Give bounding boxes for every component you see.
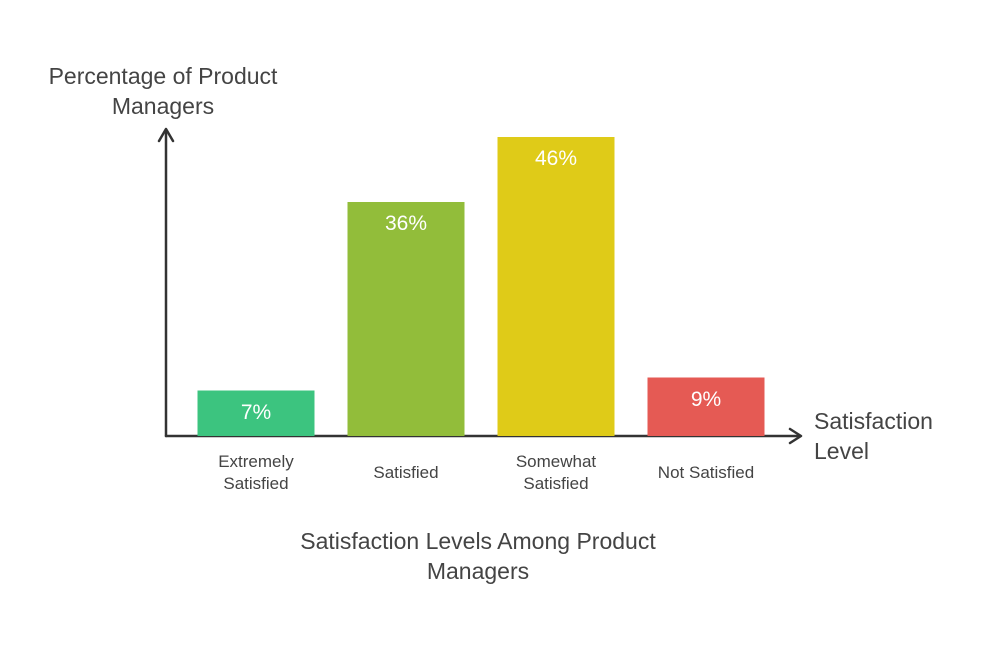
value-label: 46% <box>534 147 578 170</box>
x-axis-arrow <box>788 427 803 445</box>
y-axis-label: Percentage of Product Managers <box>48 63 278 119</box>
bar <box>647 377 765 436</box>
y-axis-arrow <box>157 127 175 143</box>
chart-title: Satisfaction Levels Among Product Manage… <box>300 528 656 584</box>
bar <box>347 202 465 436</box>
bar <box>497 137 615 436</box>
value-label: 7% <box>240 400 272 424</box>
value-label: 36% <box>384 212 428 235</box>
x-tick-label: Not Satisfied <box>657 463 755 482</box>
bar <box>197 390 315 436</box>
x-axis-label: Satisfaction Level <box>814 408 933 464</box>
x-tick-label: Somewhat Satisfied <box>515 452 597 493</box>
x-tick-label: Satisfied <box>373 463 439 482</box>
value-label: 9% <box>690 387 722 411</box>
x-tick-label: Extremely Satisfied <box>218 452 294 493</box>
